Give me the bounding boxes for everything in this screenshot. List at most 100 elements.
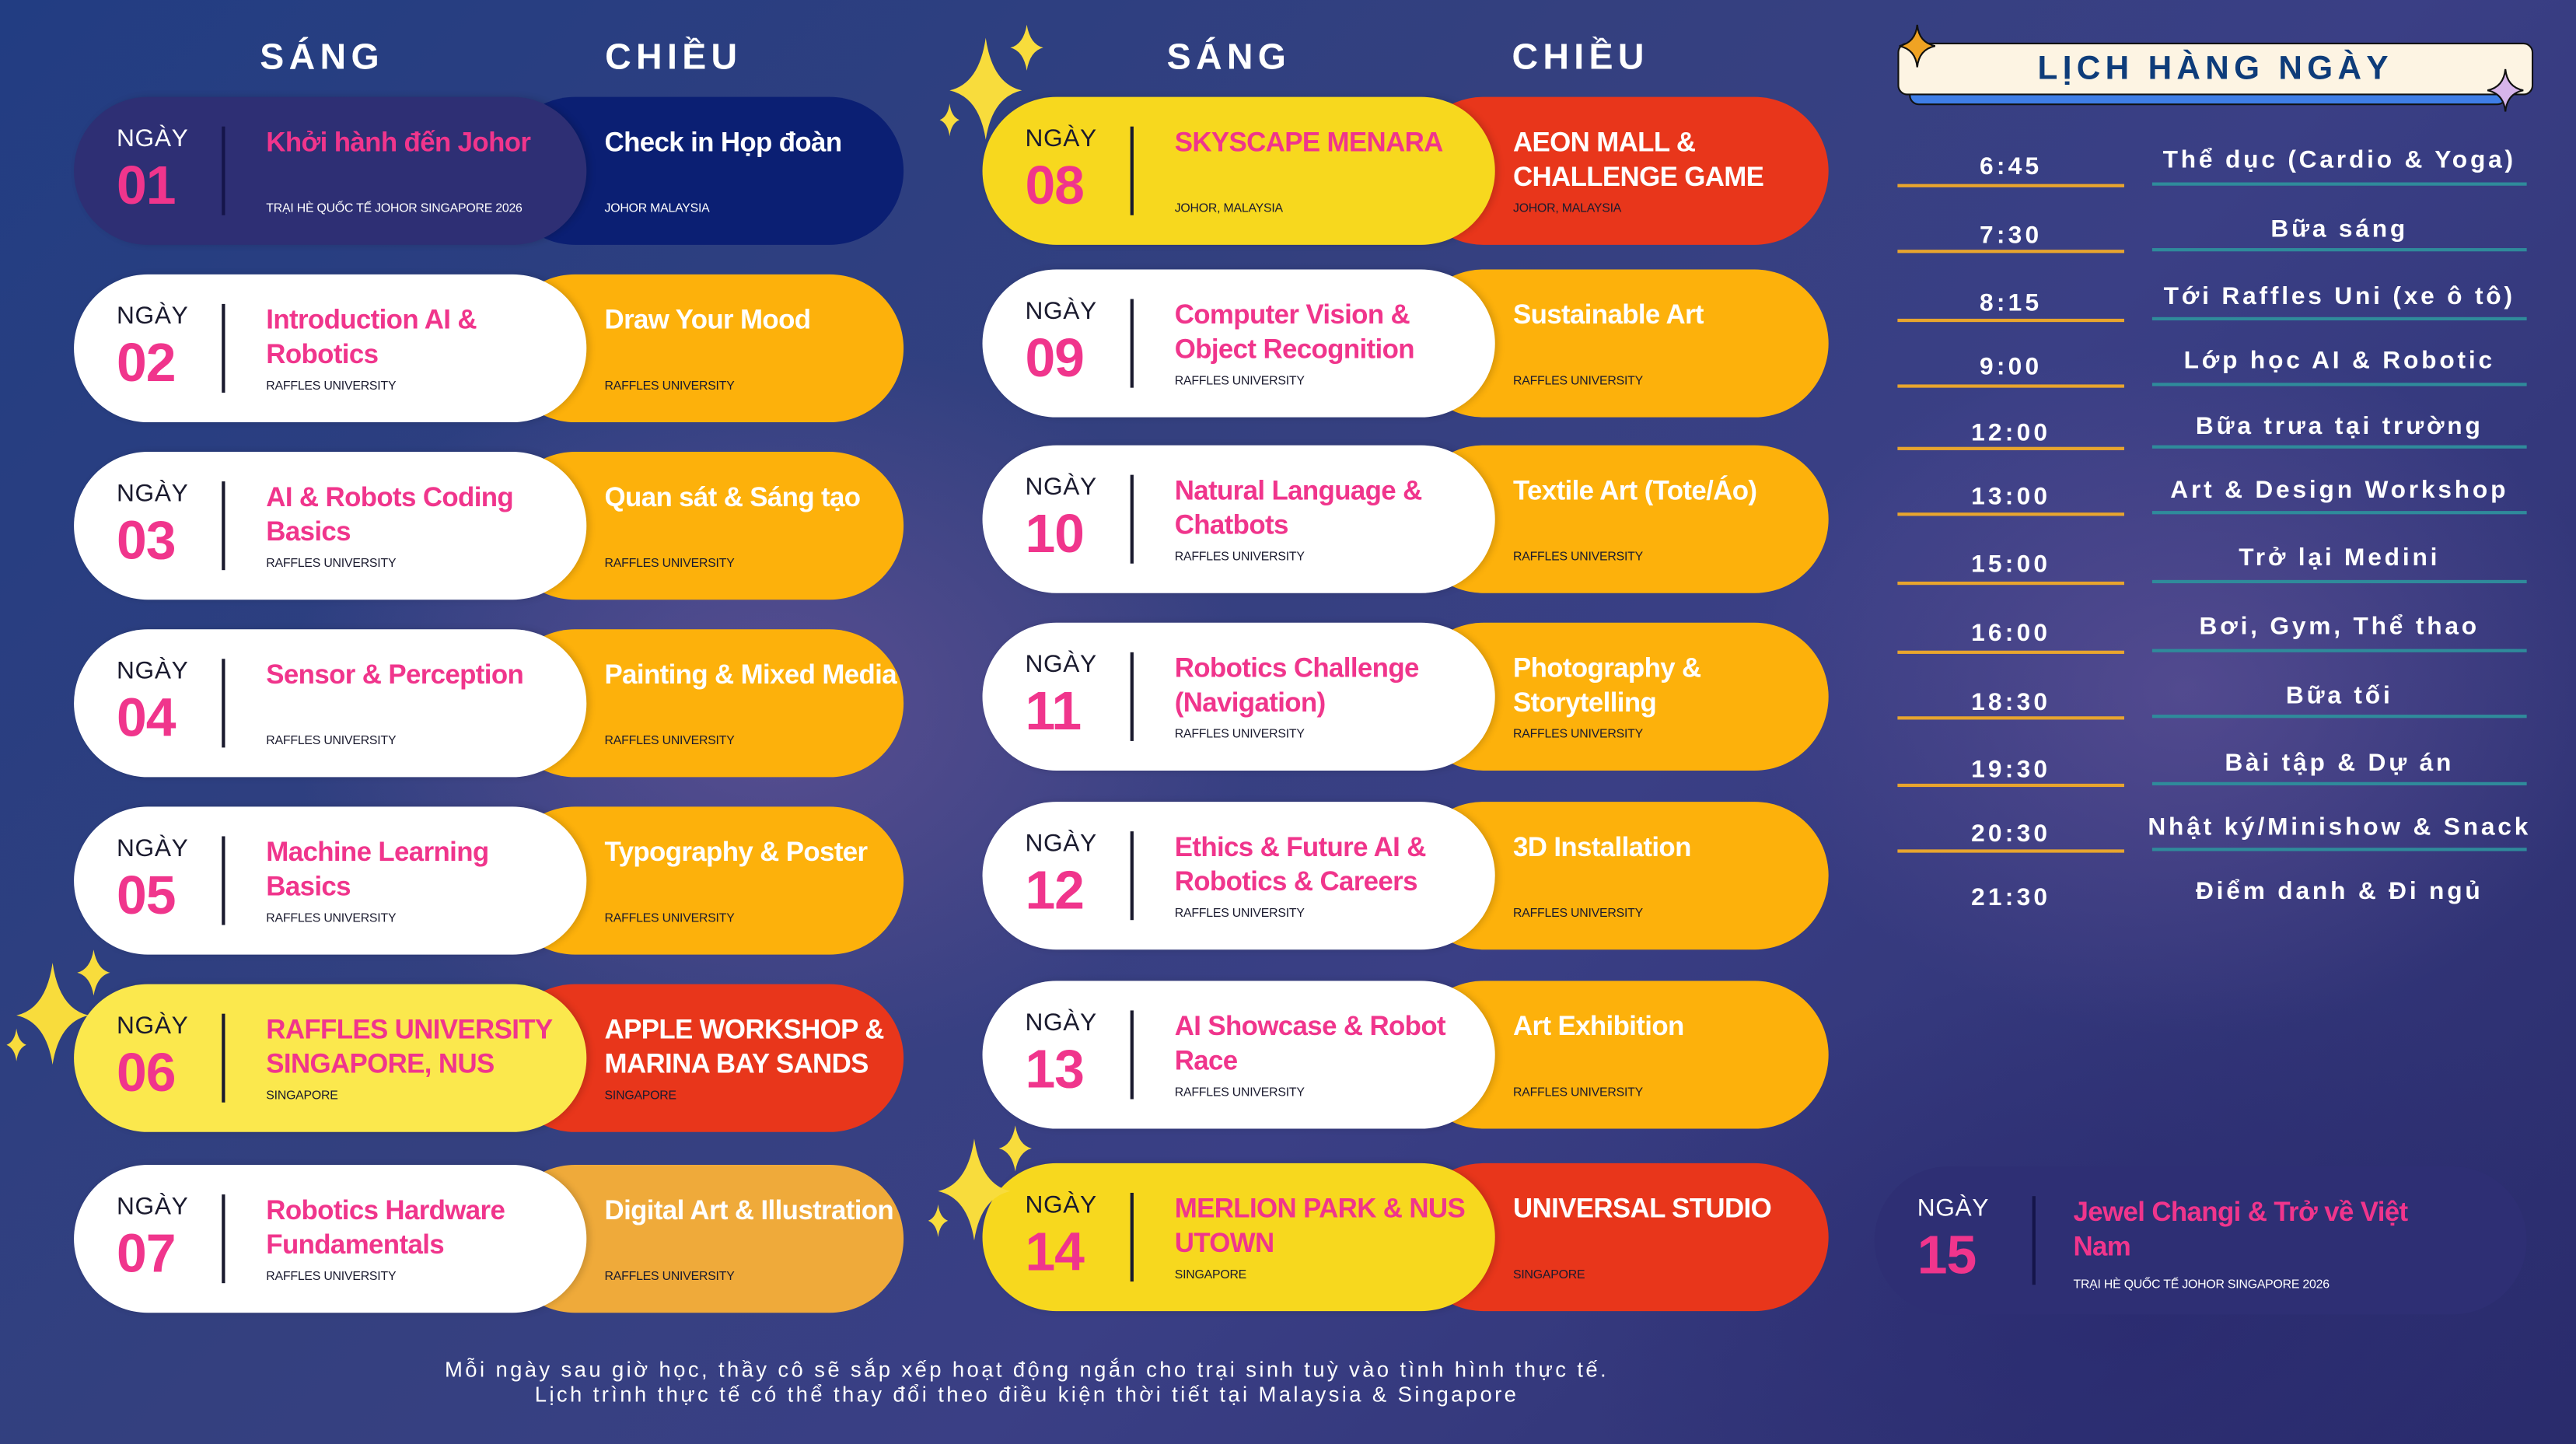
divider [1130,1010,1134,1100]
afternoon-activity: Digital Art & Illustration [604,1196,894,1226]
footer-note-1: Mỗi ngày sau giờ học, thầy cô sẽ sắp xếp… [445,1357,1610,1382]
afternoon-location: JOHOR MALAYSIA [604,200,710,215]
afternoon-activity: Textile Art (Tote/Áo) [1512,476,1757,506]
activity-underline [2151,511,2527,515]
divider [222,303,225,393]
schedule-time: 21:30 [1971,883,2051,912]
activity-underline [2151,445,2527,449]
morning-location: TRẠI HÈ QUỐC TẾ JOHOR SINGAPORE 2026 [266,200,523,215]
schedule-time: 6:45 [1980,152,2043,181]
schedule-activity: Điểm danh & Đi ngủ [2195,877,2483,906]
day-number: 15 [1917,1224,1977,1285]
sparkle-icon [1899,24,1935,68]
time-underline [1897,318,2124,323]
morning-block: NGÀY 02 Introduction AI & Robotics RAFFLES … [74,274,587,423]
afternoon-activity: Photography & Storytelling [1512,653,1701,718]
day15-pill: NGÀY 15 Jewel Changi & Trở về Việt Nam T… [1874,1166,2527,1315]
schedule-time: 15:00 [1971,550,2051,579]
time-underline [1897,184,2124,187]
morning-block: NGÀY 11 Robotics Challenge (Navigation) RAF… [982,622,1495,771]
header-afternoon-mid: CHIỀU [1512,36,1649,78]
afternoon-location: RAFFLES UNIVERSITY [1512,725,1644,741]
morning-block: NGÀY 13 AI Showcase & Robot Race RAFFLES UN… [982,981,1495,1129]
morning-activity: Sensor & Perception [266,660,524,691]
sparkle-icon [939,24,1043,140]
morning-block: NGÀY 09 Computer Vision & Object Recogniti… [982,269,1495,418]
time-underline [1897,250,2124,253]
morning-block: NGÀY 10 Natural Language & Chatbots RAFFLES… [982,445,1495,593]
schedule-time: 7:30 [1980,222,2043,250]
morning-activity: Machine Learning Basics [266,837,489,901]
morning-block: NGÀY 01 Khởi hành đến Johor TRẠI HÈ QUỐC TẾ… [74,96,587,245]
day-number: 03 [117,509,177,571]
morning-activity: Computer Vision & Object Recognition [1174,300,1415,365]
time-underline [1897,446,2124,450]
day-card-06: NGÀY 06 RAFFLES UNIVERSITY SINGAPORE, NUS S… [74,984,904,1132]
day-number: 04 [117,687,177,748]
activity-underline [2151,649,2527,652]
day-number: 08 [1025,154,1085,215]
activity-underline [2151,848,2527,851]
day-card-09: NGÀY 09 Computer Vision & Object Recogniti… [982,269,1829,418]
afternoon-activity: Art Exhibition [1512,1012,1684,1042]
header-afternoon-left: CHIỀU [605,36,743,78]
afternoon-location: RAFFLES UNIVERSITY [604,732,735,748]
time-underline [1897,512,2124,516]
schedule-activity: Art & Design Workshop [2170,476,2509,505]
morning-block: NGÀY 05 Machine Learning Basics RAFFLES UNI… [74,806,587,955]
morning-activity: MERLION PARK & NUS UTOWN [1174,1194,1466,1258]
activity-underline [2151,316,2527,321]
afternoon-location: RAFFLES UNIVERSITY [1512,905,1644,921]
time-underline [1897,581,2124,586]
afternoon-activity: Typography & Poster [604,837,869,868]
morning-location: RAFFLES UNIVERSITY [1174,548,1305,564]
afternoon-location: RAFFLES UNIVERSITY [1512,548,1644,564]
morning-location: RAFFLES UNIVERSITY [266,910,397,925]
morning-activity: AI Showcase & Robot Race [1174,1012,1446,1075]
header-morning-mid: SÁNG [1166,36,1291,78]
schedule-time: 16:00 [1971,619,2051,648]
activity-underline [2151,383,2527,386]
afternoon-location: SINGAPORE [1512,1267,1585,1282]
header-morning-left: SÁNG [260,36,384,78]
morning-activity: RAFFLES UNIVERSITY SINGAPORE, NUS [266,1015,552,1079]
afternoon-location: SINGAPORE [604,1087,677,1103]
morning-activity: Khởi hành đến Johor [266,128,531,158]
daily-schedule-title-box: LỊCH HÀNG NGÀY [1897,42,2534,96]
schedule-time: 8:15 [1980,288,2043,317]
morning-activity: Introduction AI & Robotics [266,305,477,369]
footer-note-2: Lịch trình thực tế có thể thay đổi theo … [534,1381,1519,1407]
day-number: 06 [117,1041,177,1103]
day-number: 10 [1025,502,1085,564]
day-number: 07 [117,1222,177,1284]
morning-location: RAFFLES UNIVERSITY [266,1268,397,1284]
schedule-time: 19:30 [1971,755,2051,784]
morning-activity: Ethics & Future AI & Robotics & Careers [1174,833,1427,897]
morning-block: NGÀY 12 Ethics & Future AI & Robotics & Ca… [982,802,1495,950]
day-card-08: NGÀY 08 SKYSCAPE MENARA JOHOR, MALAYSIA AEON… [982,96,1829,245]
activity-underline [2151,182,2527,186]
day-label: NGÀY [117,479,189,508]
day-number: 05 [117,864,177,925]
day-label: NGÀY [117,1192,189,1221]
morning-activity: Robotics Challenge (Navigation) [1174,653,1420,718]
time-underline [1897,384,2124,388]
time-underline [1897,783,2124,788]
day-card-12: NGÀY 12 Ethics & Future AI & Robotics & Ca… [982,802,1829,950]
day-card-03: NGÀY 03 AI & Robots Coding Basics RAFFLES U… [74,452,904,600]
day-number: 09 [1025,327,1085,388]
schedule-activity: Bữa tối [2285,681,2393,710]
morning-location: RAFFLES UNIVERSITY [266,377,397,393]
afternoon-location: JOHOR, MALAYSIA [1512,200,1622,215]
afternoon-location: RAFFLES UNIVERSITY [1512,372,1644,388]
morning-block: NGÀY 03 AI & Robots Coding Basics RAFFLES U… [74,452,587,600]
afternoon-activity: Check in Họp đoàn [604,128,843,158]
afternoon-location: RAFFLES UNIVERSITY [1512,1084,1644,1100]
morning-block: NGÀY 07 Robotics Hardware Fundamentals RAFF… [74,1165,587,1313]
divider [1130,299,1134,388]
day-number: 11 [1025,680,1082,741]
schedule-activity: Lớp học AI & Robotic [2183,346,2495,375]
divider [1130,126,1134,215]
afternoon-activity: Painting & Mixed Media [604,660,897,691]
